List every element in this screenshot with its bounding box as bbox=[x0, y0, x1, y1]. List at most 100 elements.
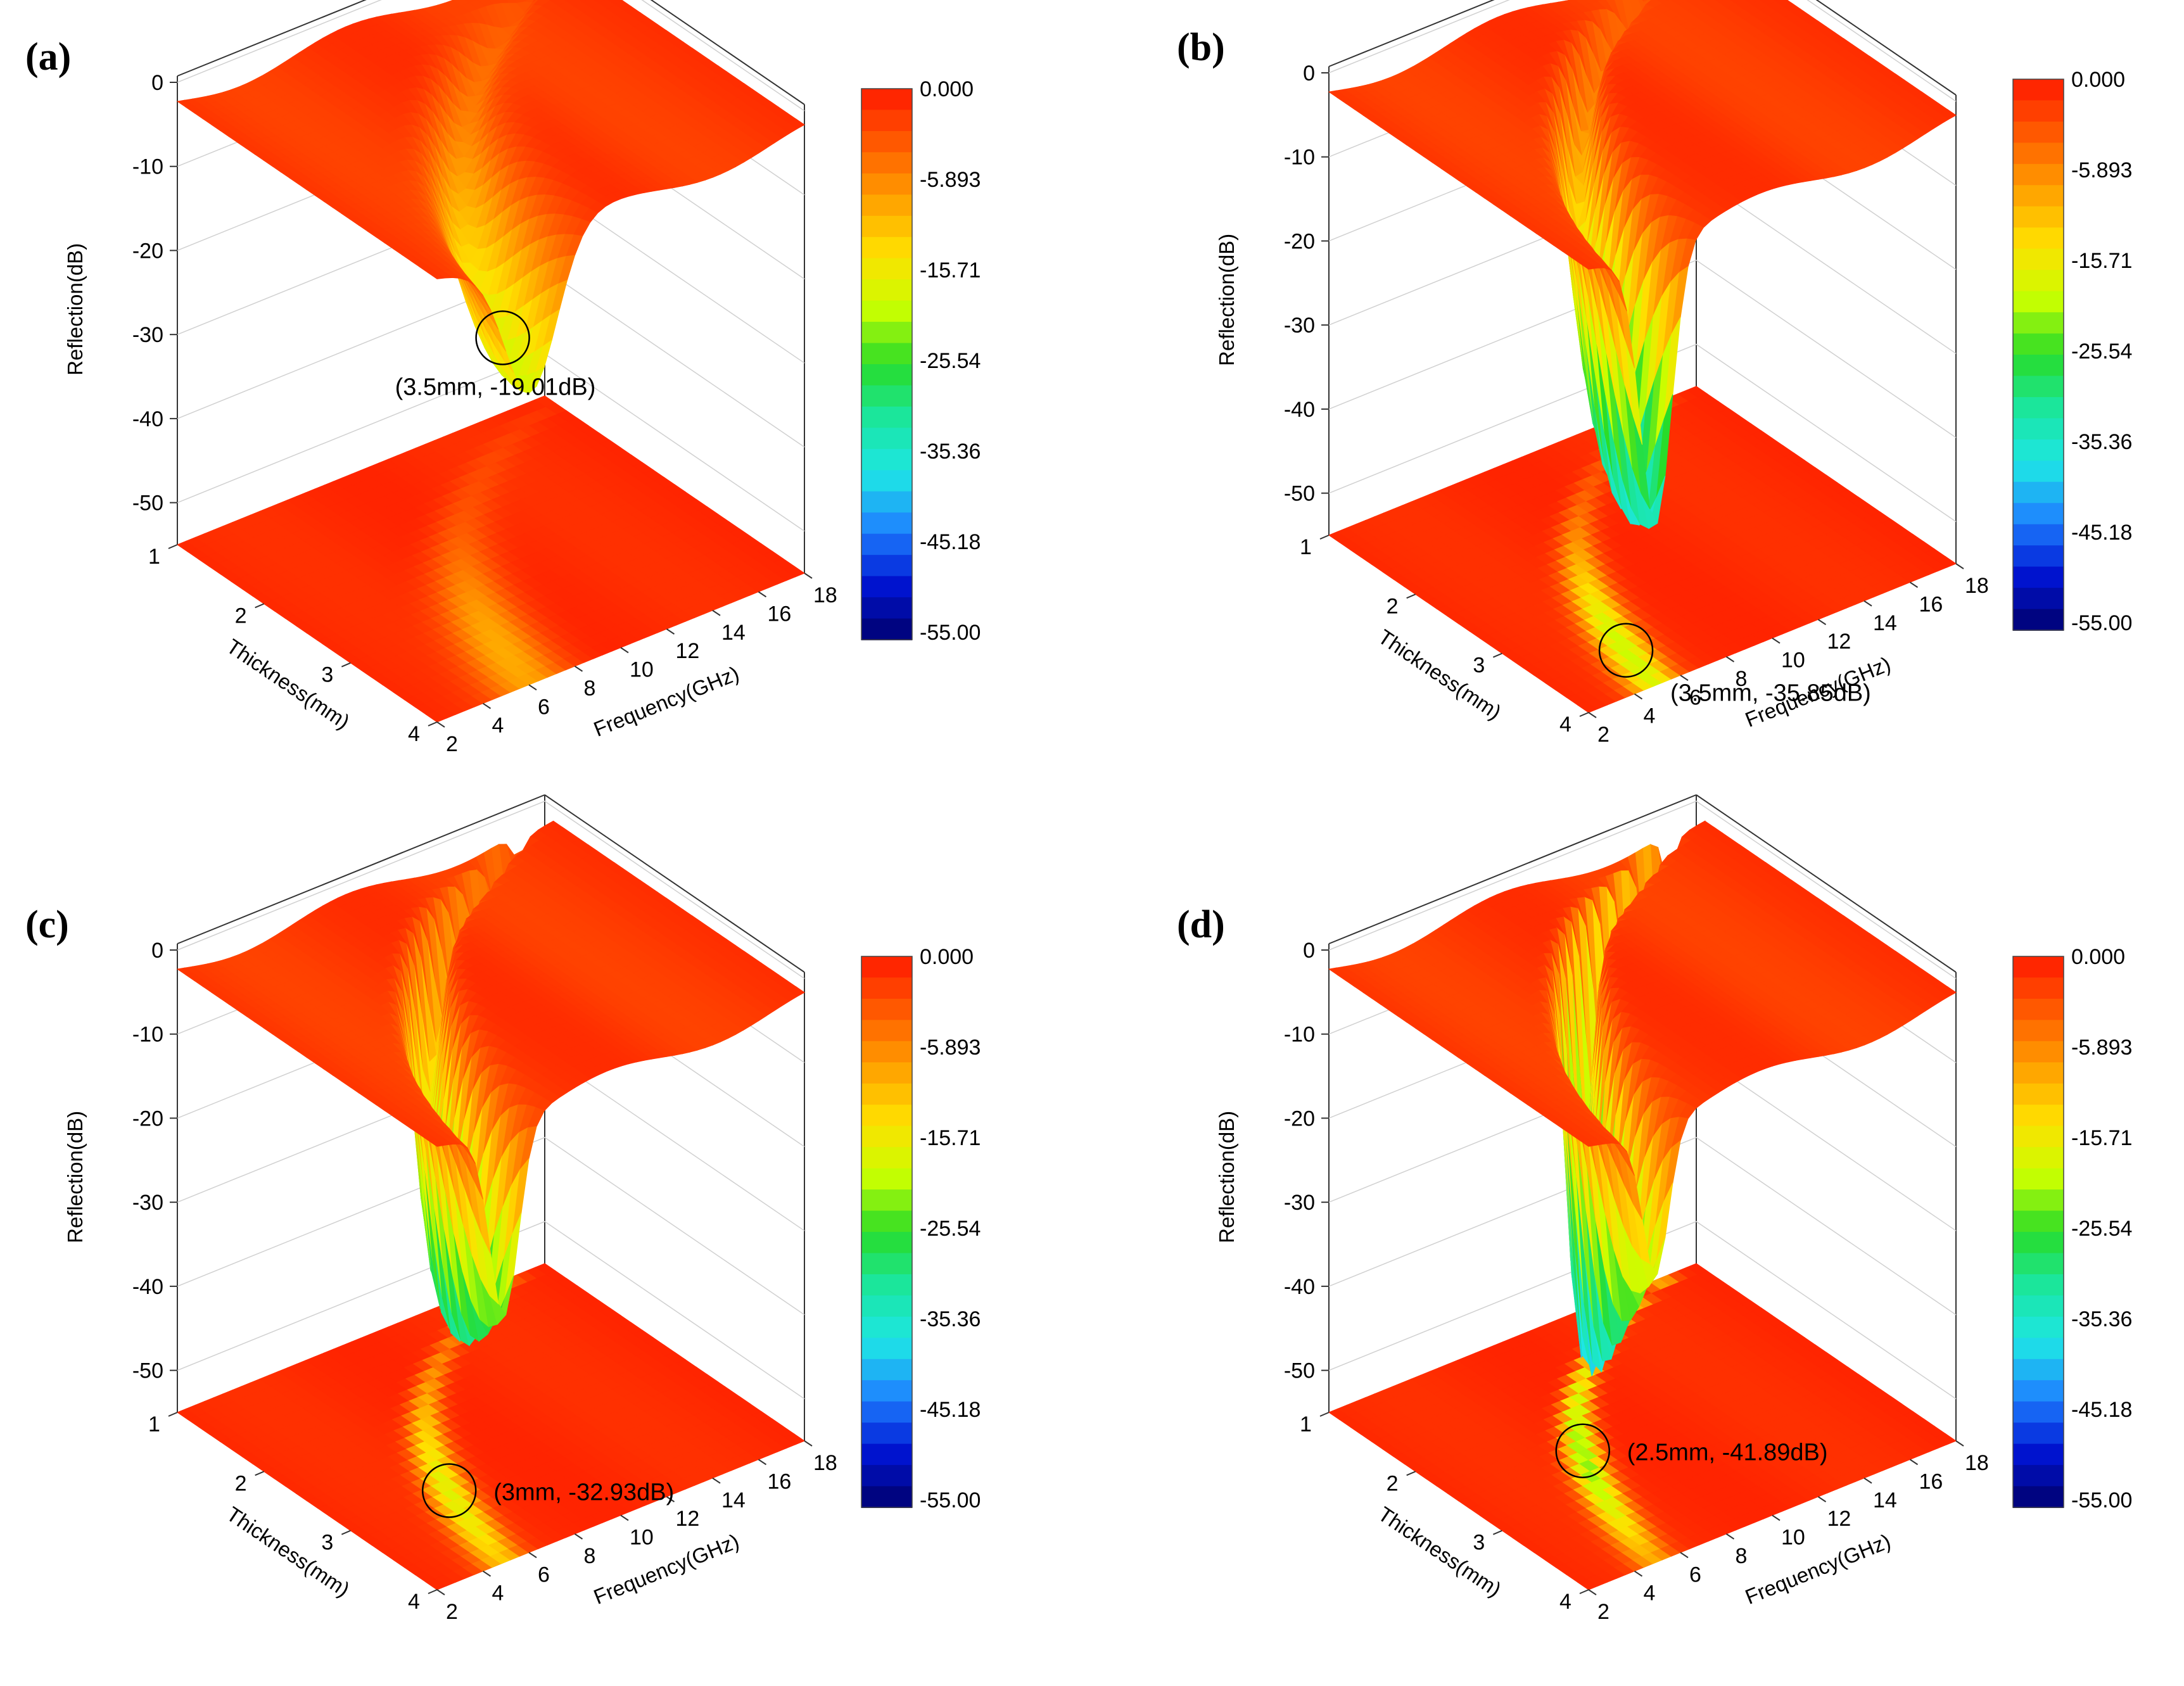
y-tick bbox=[168, 544, 178, 549]
colorbar-step bbox=[2013, 609, 2064, 631]
x-tick bbox=[758, 591, 767, 598]
x-tick-label: 2 bbox=[446, 732, 458, 756]
x-tick bbox=[1863, 600, 1872, 607]
colorbar-step bbox=[2013, 545, 2064, 567]
colorbar-label: -35.36 bbox=[2071, 430, 2132, 454]
colorbar-step bbox=[861, 152, 912, 174]
x-tick bbox=[482, 702, 492, 709]
y-tick-label: 2 bbox=[235, 604, 247, 628]
x-tick-label: 16 bbox=[1919, 592, 1943, 616]
z-tick-label: -40 bbox=[132, 407, 163, 431]
y-tick bbox=[1406, 593, 1416, 599]
grid-line bbox=[177, 0, 805, 111]
colorbar-step bbox=[2013, 588, 2064, 610]
x-tick-label: 12 bbox=[676, 639, 700, 663]
x-tick bbox=[528, 684, 537, 691]
colorbar-step bbox=[861, 385, 912, 407]
y-tick bbox=[1579, 712, 1589, 717]
surface bbox=[176, 0, 805, 394]
z-tick-label: -10 bbox=[1284, 146, 1315, 170]
x-tick-label: 6 bbox=[538, 695, 550, 719]
colorbar-step bbox=[2013, 79, 2064, 101]
x-tick bbox=[804, 573, 813, 579]
x-tick bbox=[620, 647, 629, 654]
colorbar-step bbox=[861, 279, 912, 301]
y-tick bbox=[341, 662, 351, 668]
valley-annotation: (3.5mm, -19.01dB) bbox=[395, 374, 596, 400]
colorbar-step bbox=[861, 406, 912, 429]
x-tick-label: 4 bbox=[492, 714, 504, 738]
colorbar-step bbox=[861, 110, 912, 132]
colorbar-step bbox=[2013, 100, 2064, 122]
y-tick bbox=[1492, 652, 1502, 658]
x-tick-label: 10 bbox=[630, 658, 654, 682]
x-tick-label: 18 bbox=[1965, 574, 1989, 598]
y-tick bbox=[428, 721, 438, 726]
z-tick-label: -30 bbox=[1284, 314, 1315, 338]
colorbar-label: -5.893 bbox=[2071, 158, 2132, 182]
z-tick-label: -20 bbox=[1284, 229, 1315, 253]
colorbar-step bbox=[2013, 227, 2064, 250]
colorbar-step bbox=[2013, 566, 2064, 589]
x-tick bbox=[1817, 619, 1827, 625]
colorbar-step bbox=[2013, 163, 2064, 186]
colorbar-step bbox=[861, 512, 912, 535]
panel-b: 0-10-20-30-40-50Reflection(dB)1234Thickn… bbox=[1177, 0, 2132, 747]
colorbar-step bbox=[861, 364, 912, 386]
colorbar-step bbox=[861, 533, 912, 556]
colorbar-step bbox=[2013, 312, 2064, 334]
colorbar-label: -15.71 bbox=[920, 258, 981, 282]
colorbar-step bbox=[861, 618, 912, 640]
colorbar-step bbox=[2013, 270, 2064, 292]
colorbar-step bbox=[861, 194, 912, 217]
colorbar-label: 0.000 bbox=[2071, 68, 2125, 92]
colorbar-step bbox=[2013, 291, 2064, 314]
colorbar-step bbox=[2013, 396, 2064, 419]
z-tick-label: -10 bbox=[132, 155, 163, 179]
y-tick-label: 4 bbox=[408, 722, 420, 746]
x-tick-label: 18 bbox=[813, 583, 837, 607]
z-tick-label: 0 bbox=[151, 71, 163, 95]
colorbar: 0.000-5.893-15.71-25.54-35.36-45.18-55.0… bbox=[861, 77, 981, 645]
colorbar-step bbox=[861, 555, 912, 577]
colorbar-step bbox=[861, 428, 912, 450]
colorbar-step bbox=[2013, 185, 2064, 207]
surface bbox=[1328, 0, 1957, 529]
panel-label: (a) bbox=[25, 35, 71, 79]
colorbar-step bbox=[861, 237, 912, 259]
top-edge-line bbox=[177, 0, 367, 77]
y-tick-label: 1 bbox=[1300, 535, 1312, 559]
y-tick-label: 3 bbox=[1473, 654, 1485, 678]
z-axis-title: Reflection(dB) bbox=[1215, 234, 1238, 366]
x-tick-label: 8 bbox=[584, 676, 596, 700]
z-tick-label: -30 bbox=[132, 323, 163, 347]
colorbar-step bbox=[2013, 460, 2064, 483]
y-tick bbox=[1319, 535, 1330, 540]
x-tick-label: 14 bbox=[1873, 611, 1897, 635]
colorbar-step bbox=[861, 322, 912, 344]
y-tick bbox=[255, 603, 265, 609]
colorbar-label: 0.000 bbox=[920, 77, 974, 101]
colorbar-label: -45.18 bbox=[920, 530, 981, 554]
colorbar-step bbox=[2013, 439, 2064, 462]
colorbar-step bbox=[861, 343, 912, 365]
colorbar-step bbox=[861, 300, 912, 323]
colorbar-step bbox=[861, 89, 912, 111]
x-tick-label: 10 bbox=[1781, 649, 1805, 673]
x-tick bbox=[436, 721, 445, 728]
x-tick bbox=[1909, 581, 1919, 588]
x-tick-label: 2 bbox=[1597, 723, 1609, 747]
x-tick bbox=[1725, 656, 1735, 662]
colorbar-step bbox=[2013, 143, 2064, 165]
y-tick-label: 2 bbox=[1387, 594, 1399, 618]
colorbar: 0.000-5.893-15.71-25.54-35.36-45.18-55.0… bbox=[2012, 68, 2132, 635]
valley-annotation: (3.5mm, -35.85dB) bbox=[1670, 680, 1871, 707]
x-tick-label: 16 bbox=[768, 602, 792, 626]
colorbar-step bbox=[861, 130, 912, 153]
colorbar-step bbox=[861, 448, 912, 471]
colorbar-step bbox=[861, 576, 912, 599]
z-axis-title: Reflection(dB) bbox=[63, 243, 87, 376]
colorbar-step bbox=[861, 491, 912, 514]
colorbar-step bbox=[2013, 524, 2064, 547]
